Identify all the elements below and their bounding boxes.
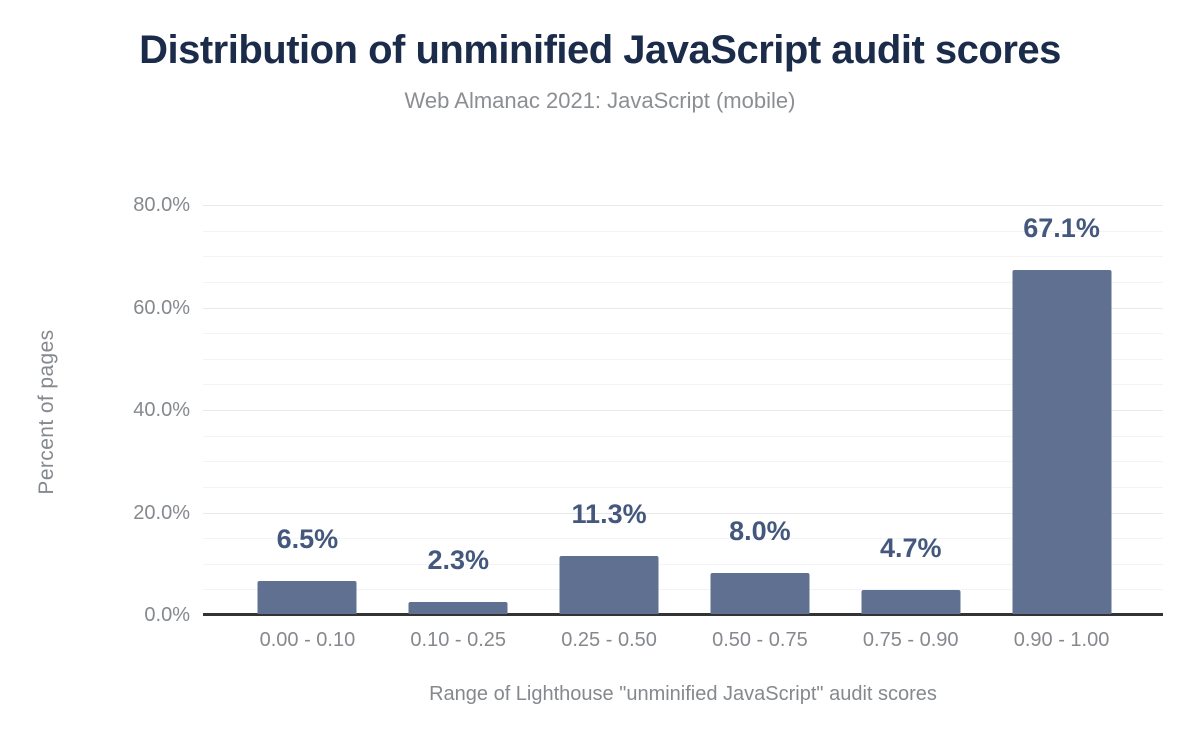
bar <box>861 589 961 614</box>
x-tick-label: 0.00 - 0.10 <box>259 629 356 651</box>
bar-slot: 4.7% <box>835 0 986 614</box>
bar-value-label: 6.5% <box>276 523 339 554</box>
bar-slot: 11.3% <box>534 0 685 614</box>
minor-gridline <box>203 256 1163 258</box>
minor-gridline <box>203 435 1163 437</box>
chart-title: Distribution of unminified JavaScript au… <box>139 28 1061 72</box>
bar <box>559 556 659 614</box>
x-axis-title: Range of Lighthouse "unminified JavaScri… <box>429 683 937 705</box>
y-tick-label: 0.0% <box>144 604 190 626</box>
minor-gridline <box>203 230 1163 232</box>
major-gridline <box>203 307 1163 309</box>
major-gridline <box>203 205 1163 206</box>
x-axis-line <box>203 613 1163 616</box>
bar-slot: 2.3% <box>383 0 534 614</box>
bar-value-label: 11.3% <box>571 499 647 530</box>
minor-gridline <box>203 486 1163 488</box>
major-gridline <box>203 512 1163 514</box>
bar <box>1012 270 1112 614</box>
minor-gridline <box>203 538 1163 540</box>
y-tick-label: 40.0% <box>133 399 190 421</box>
minor-gridline <box>203 358 1163 360</box>
bar-slot: 67.1% <box>986 0 1137 614</box>
x-tick-label: 0.75 - 0.90 <box>862 629 959 651</box>
bar-value-label: 4.7% <box>879 532 942 563</box>
bar-value-label: 2.3% <box>427 545 490 576</box>
minor-gridline <box>203 563 1163 565</box>
minor-gridline <box>203 384 1163 386</box>
bar <box>408 602 508 614</box>
bars-container: 6.5% 2.3% 11.3% 8.0% 4.7% 67.1% <box>232 0 1137 614</box>
x-axis-tick-labels: 0.00 - 0.10 0.10 - 0.25 0.25 - 0.50 0.50 - … <box>232 629 1137 652</box>
y-tick-label: 60.0% <box>133 296 190 319</box>
x-tick-label: 0.50 - 0.75 <box>712 629 808 651</box>
bar <box>710 573 810 614</box>
x-tick-label: 0.90 - 1.00 <box>1013 629 1110 651</box>
minor-gridline <box>203 281 1163 283</box>
bar-slot: 8.0% <box>684 0 835 614</box>
bar-value-label: 8.0% <box>729 516 791 546</box>
bar-slot: 6.5% <box>232 0 383 614</box>
minor-gridline <box>203 461 1163 463</box>
x-tick-label: 0.10 - 0.25 <box>410 629 507 651</box>
bar-value-label: 67.1% <box>1023 213 1100 244</box>
chart-subtitle: Web Almanac 2021: JavaScript (mobile) <box>404 88 796 113</box>
y-tick-label: 20.0% <box>133 501 190 524</box>
bar <box>257 580 357 614</box>
minor-gridline <box>203 589 1163 591</box>
y-tick-label: 80.0% <box>133 194 190 216</box>
x-tick-label: 0.25 - 0.50 <box>561 629 657 651</box>
minor-gridline <box>203 333 1163 335</box>
major-gridline <box>203 410 1163 411</box>
